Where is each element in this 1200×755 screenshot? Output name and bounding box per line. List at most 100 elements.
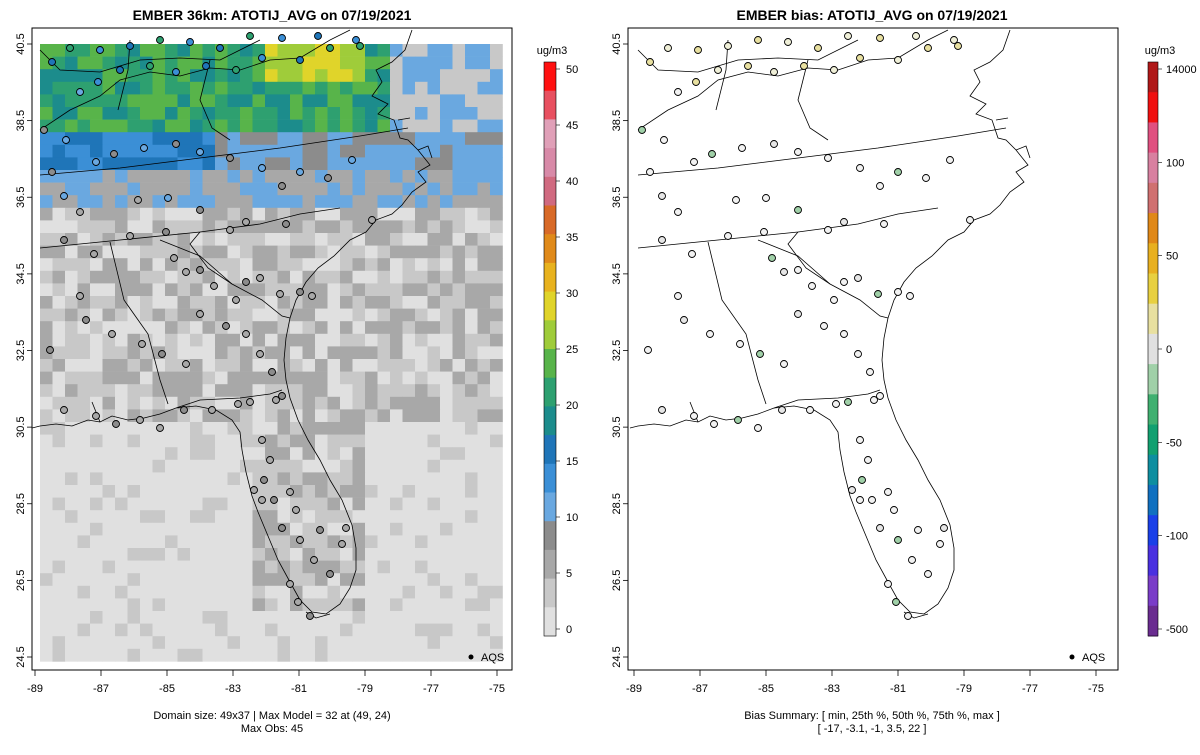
grid-cell — [327, 56, 341, 70]
grid-cell — [165, 346, 178, 360]
grid-cell — [40, 648, 53, 662]
grid-cell — [165, 459, 178, 473]
grid-cell — [340, 119, 353, 133]
grid-cell — [265, 384, 278, 398]
grid-cell — [77, 270, 91, 284]
grid-cell — [415, 535, 428, 549]
grid-cell — [427, 611, 441, 624]
grid-cell — [302, 623, 316, 637]
grid-cell — [365, 56, 378, 70]
obs-point — [108, 330, 116, 338]
grid-cell — [440, 283, 453, 297]
grid-cell — [165, 522, 178, 536]
grid-cell — [202, 472, 216, 486]
grid-cell — [477, 69, 491, 83]
grid-cell — [52, 598, 66, 612]
grid-cell — [90, 497, 103, 511]
grid-cell — [290, 157, 303, 171]
grid-cell — [177, 522, 191, 536]
grid-cell — [65, 144, 78, 158]
grid-cell — [240, 182, 253, 196]
obs-point — [66, 44, 74, 52]
grid-cell — [452, 459, 466, 473]
grid-cell — [490, 611, 503, 624]
grid-cell — [127, 623, 141, 637]
grid-cell — [40, 94, 53, 108]
grid-cell — [402, 69, 416, 83]
grid-cell — [40, 459, 53, 473]
grid-cell — [190, 422, 203, 435]
grid-cell — [465, 472, 478, 486]
grid-cell — [440, 233, 453, 246]
grid-cell — [140, 485, 153, 498]
bias-point — [808, 282, 816, 290]
grid-cell — [102, 233, 116, 246]
grid-cell — [277, 409, 291, 423]
grid-cell — [340, 598, 353, 612]
obs-point — [208, 406, 216, 414]
grid-cell — [165, 371, 178, 385]
obs-point — [196, 206, 204, 214]
state-border — [159, 239, 233, 285]
aqs-legend-dot — [468, 654, 474, 660]
grid-cell — [265, 270, 278, 284]
grid-cell — [377, 434, 391, 448]
grid-cell — [352, 245, 366, 259]
bias-point — [658, 192, 666, 200]
grid-cell — [327, 535, 341, 549]
grid-cell — [465, 195, 478, 209]
grid-cell — [227, 170, 241, 183]
grid-cell — [402, 296, 416, 309]
grid-cell — [290, 548, 303, 561]
grid-cell — [140, 359, 153, 372]
grid-cell — [415, 69, 428, 83]
grid-cell — [52, 258, 66, 272]
obs-point — [310, 556, 318, 564]
grid-cell — [377, 321, 391, 335]
grid-cell — [215, 522, 228, 536]
grid-cell — [302, 245, 316, 259]
grid-cell — [377, 548, 391, 561]
grid-cell — [415, 447, 428, 461]
grid-cell — [340, 459, 353, 473]
grid-cell — [290, 472, 303, 486]
grid-cell — [252, 144, 266, 158]
grid-cell — [365, 81, 378, 95]
grid-cell — [65, 384, 78, 398]
grid-cell — [465, 384, 478, 398]
obs-point — [196, 148, 204, 156]
grid-cell — [77, 585, 91, 599]
grid-cell — [65, 648, 78, 662]
grid-cell — [490, 333, 503, 347]
grid-cell — [377, 459, 391, 473]
grid-cell — [452, 611, 466, 624]
grid-cell — [240, 434, 253, 448]
grid-cell — [352, 233, 366, 246]
left-lat-ticks: 40.538.536.534.532.530.528.526.524.5 — [15, 33, 32, 668]
grid-cell — [190, 497, 203, 511]
grid-cell — [77, 396, 91, 410]
grid-cell — [490, 497, 503, 511]
grid-cell — [52, 648, 66, 662]
grid-cell — [90, 510, 103, 524]
lon-tick-label: -79 — [357, 683, 373, 695]
grid-cell — [415, 648, 428, 662]
grid-cell — [340, 384, 353, 398]
grid-cell — [352, 359, 366, 372]
grid-cell — [465, 220, 478, 234]
grid-cell — [490, 233, 503, 246]
grid-cell — [240, 258, 253, 272]
grid-cell — [115, 510, 128, 524]
grid-cell — [302, 81, 316, 95]
grid-cell — [52, 270, 66, 284]
bias-point — [768, 254, 776, 262]
grid-cell — [177, 573, 191, 587]
grid-cell — [315, 195, 328, 209]
grid-cell — [202, 371, 216, 385]
grid-cell — [440, 611, 453, 624]
grid-cell — [315, 485, 328, 498]
grid-cell — [140, 623, 153, 637]
grid-cell — [227, 359, 241, 372]
grid-cell — [452, 56, 466, 70]
right-legend-label: AQS — [1082, 652, 1105, 664]
